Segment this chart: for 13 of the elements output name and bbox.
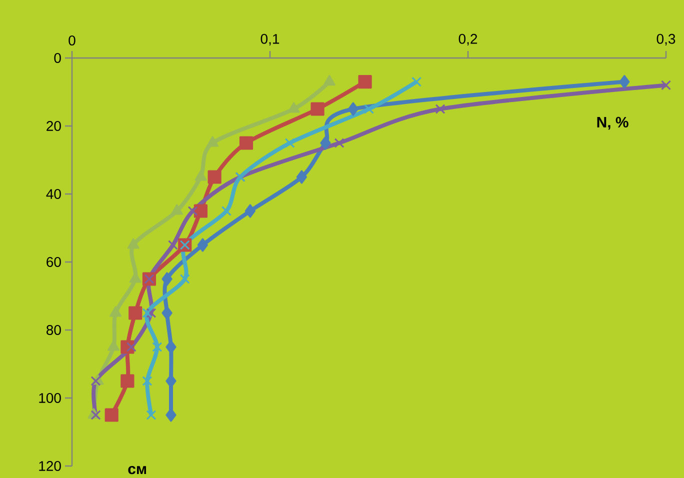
- y-tick-label: 60: [46, 257, 61, 267]
- x-axis-title: N, %: [597, 116, 628, 130]
- y-tick-label: 80: [46, 325, 61, 335]
- x-tick-label: 0,1: [260, 34, 280, 46]
- y-tick-label: 120: [39, 461, 61, 471]
- y-tick-label: 0: [54, 53, 61, 63]
- x-tick-label: 0,2: [458, 34, 478, 46]
- y-tick-label: 20: [46, 121, 61, 131]
- x-tick-label: 0,3: [656, 34, 676, 46]
- annotation: см: [128, 466, 146, 474]
- x-tick-label: 0: [68, 36, 76, 46]
- y-tick-label: 40: [46, 189, 61, 199]
- y-tick-label: 100: [39, 393, 61, 403]
